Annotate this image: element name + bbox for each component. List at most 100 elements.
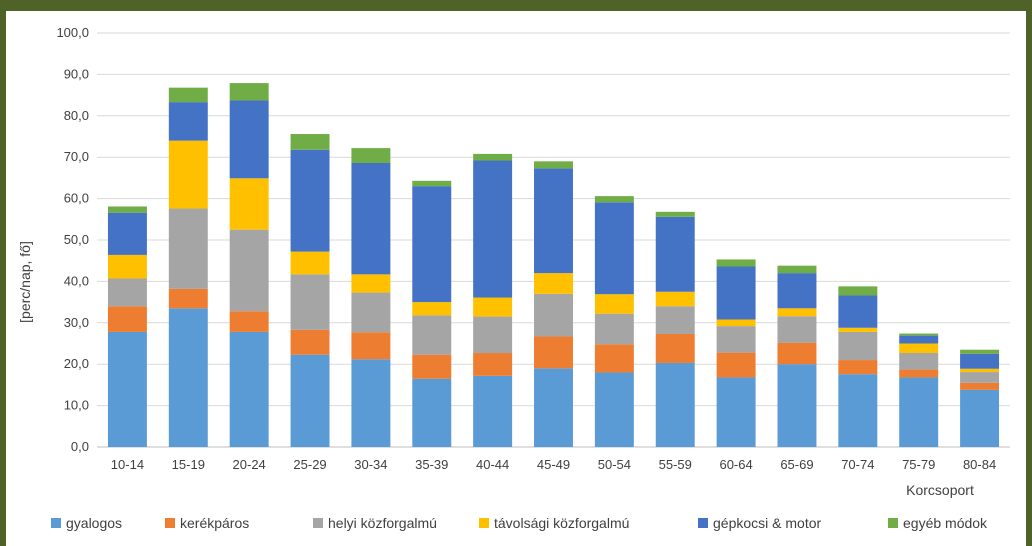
bar-segment: [899, 343, 939, 354]
bar-segment: [168, 208, 208, 289]
bar-segment: [716, 377, 756, 447]
bar-segment: [534, 168, 573, 274]
bar-segment: [777, 364, 817, 447]
bar-segment: [594, 202, 634, 295]
bar-segment: [290, 274, 330, 330]
bar-segment: [351, 359, 391, 447]
bar-segment: [229, 331, 269, 447]
x-tick-labels: 10-14 15-19 20-24 25-29 30-34 35-39 40-44 45-49…: [111, 457, 996, 472]
bar-segment: [838, 331, 878, 361]
bar-segment: [107, 206, 147, 213]
bar-segment: [960, 372, 1000, 383]
bar-segment: [716, 266, 756, 320]
bar-segment: [594, 313, 634, 345]
bar-segment: [838, 295, 878, 328]
bar-segment: [594, 196, 634, 203]
bar-segment: [655, 216, 695, 292]
x-tick-label: 70-74: [841, 457, 874, 472]
legend-swatch: [51, 518, 61, 528]
bar-segment: [534, 161, 573, 169]
legend-swatch: [165, 518, 175, 528]
legend-swatch: [698, 518, 708, 528]
bar-segment: [168, 288, 208, 309]
y-tick-label: 50,0: [64, 232, 89, 247]
y-tick-label: 0,0: [71, 439, 89, 454]
bar-segment: [534, 368, 573, 447]
x-tick-label: 80-84: [963, 457, 996, 472]
bar-segment: [107, 212, 147, 255]
y-tick-label: 90,0: [64, 66, 89, 81]
bar-segment: [716, 326, 756, 353]
bar-segment: [107, 331, 147, 447]
bar-segment: [107, 254, 147, 279]
bar-segment: [777, 342, 817, 365]
x-tick-label: 50-54: [598, 457, 631, 472]
y-axis-title: [perc/nap, fő]: [17, 241, 33, 323]
x-tick-label: 55-59: [659, 457, 692, 472]
legend-swatch: [888, 518, 898, 528]
bar-segment: [107, 306, 147, 332]
bar-segment: [534, 293, 573, 337]
x-tick-label: 20-24: [233, 457, 266, 472]
bar-segment: [777, 308, 817, 317]
x-tick-label: 60-64: [719, 457, 752, 472]
bar-segment: [107, 278, 147, 307]
bar-segment: [473, 297, 513, 317]
bar-segment: [655, 333, 695, 363]
y-tick-label: 100,0: [56, 25, 89, 40]
legend-swatch: [479, 518, 489, 528]
bar-segment: [229, 178, 269, 230]
y-tick-labels: 0,0 10,0 20,0 30,0 40,0 50,0 60,0 70,0 80,0 90,0 1…: [56, 25, 89, 454]
bar-segment: [655, 291, 695, 307]
bar-segment: [960, 353, 1000, 369]
legend-label: egyéb módok: [903, 515, 988, 531]
bar-segment: [351, 274, 391, 293]
x-tick-label: 35-39: [415, 457, 448, 472]
legend-label: helyi közforgalmú: [328, 515, 437, 531]
bar-segment: [229, 100, 269, 179]
bar-segment: [655, 362, 695, 447]
bar-segment: [168, 87, 208, 103]
bar-segment: [655, 211, 695, 217]
bar-segment: [412, 186, 452, 303]
bar-segment: [838, 360, 878, 375]
bar-segment: [960, 349, 1000, 354]
bar-segment: [473, 160, 513, 298]
y-tick-label: 30,0: [64, 315, 89, 330]
bar-segment: [168, 308, 208, 447]
x-tick-label: 75-79: [902, 457, 935, 472]
bar-segment: [290, 251, 330, 275]
legend-label: kerékpáros: [180, 515, 249, 531]
x-tick-label: 40-44: [476, 457, 509, 472]
x-tick-label: 65-69: [780, 457, 813, 472]
bar-segment: [412, 302, 452, 316]
bar-segment: [594, 294, 634, 314]
bar-segment: [899, 335, 939, 344]
bar-segment: [838, 286, 878, 296]
bar-segment: [473, 353, 513, 376]
bar-segment: [473, 153, 513, 161]
bar-segment: [290, 149, 330, 252]
bar-segment: [655, 306, 695, 334]
bar-segment: [351, 162, 391, 275]
bar-segment: [168, 140, 208, 209]
bar-segment: [473, 316, 513, 354]
x-tick-label: 30-34: [354, 457, 387, 472]
bar-segment: [229, 311, 269, 332]
y-tick-label: 60,0: [64, 191, 89, 206]
bar-segment: [534, 336, 573, 369]
bar-segment: [716, 352, 756, 378]
bar-segment: [290, 354, 330, 447]
bar-segment: [777, 316, 817, 343]
y-tick-label: 20,0: [64, 356, 89, 371]
legend: gyalogos kerékpáros helyi közforgalmú távol…: [51, 515, 988, 531]
y-tick-label: 40,0: [64, 273, 89, 288]
bar-segment: [777, 265, 817, 274]
bar-segment: [412, 354, 452, 379]
bar-segment: [473, 375, 513, 447]
bar-segment: [412, 378, 452, 447]
y-tick-label: 70,0: [64, 149, 89, 164]
bar-segment: [960, 389, 1000, 447]
bar-segment: [777, 273, 817, 309]
x-tick-label: 15-19: [172, 457, 205, 472]
